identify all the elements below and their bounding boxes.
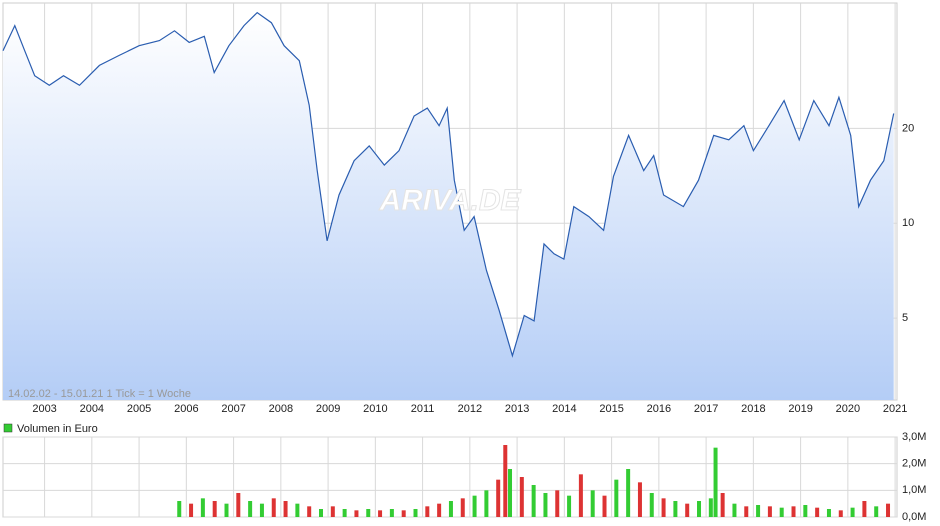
y-tick-label: 2,0M <box>902 458 926 470</box>
volume-bar <box>484 490 489 517</box>
x-tick-label: 2011 <box>411 403 435 415</box>
annotation: 14.02.02 - 15.01.21 1 Tick = 1 Woche <box>8 388 191 400</box>
volume-bar <box>503 445 508 517</box>
x-tick-label: 2010 <box>363 403 387 415</box>
volume-bar <box>850 507 855 517</box>
volume-bar <box>590 490 595 517</box>
x-tick-label: 2003 <box>32 403 56 415</box>
x-tick-label: 2020 <box>836 403 860 415</box>
volume-bar <box>519 477 524 517</box>
volume-bar <box>602 495 607 517</box>
volume-bar <box>472 495 477 517</box>
volume-bar <box>862 501 867 517</box>
volume-bar <box>815 507 820 517</box>
volume-bar <box>649 493 654 517</box>
volume-bar <box>744 506 749 517</box>
volume-bar <box>767 506 772 517</box>
x-tick-label: 2007 <box>221 403 245 415</box>
x-tick-label: 2006 <box>174 403 198 415</box>
volume-bar <box>886 503 891 517</box>
legend-swatch <box>3 423 13 433</box>
x-tick-label: 2018 <box>741 403 765 415</box>
volume-bar <box>448 501 453 517</box>
volume-bar <box>720 493 725 517</box>
x-tick-label: 2017 <box>694 403 718 415</box>
volume-bar <box>826 509 831 517</box>
x-tick-label: 2008 <box>269 403 293 415</box>
volume-bar <box>531 485 536 517</box>
volume-bar <box>791 506 796 517</box>
volume-bar <box>661 498 666 517</box>
volume-bar <box>567 495 572 517</box>
area <box>3 12 894 400</box>
plot-layer: 2003 2004 2005 2006 2007 2008 2009 2010 2011 2012… <box>2 3 926 523</box>
volume-bar <box>838 510 843 517</box>
volume-bar <box>283 501 288 517</box>
volume-bar <box>378 510 383 517</box>
volume-bar <box>295 503 300 517</box>
volume-bar <box>366 509 371 517</box>
volume-bar <box>248 501 253 517</box>
volume-bar <box>236 493 241 517</box>
volume-bar <box>271 498 276 517</box>
y-tick-label: 20 <box>902 122 914 134</box>
volume-bar <box>637 482 642 517</box>
volume-bar <box>685 503 690 517</box>
volume-bar <box>189 503 194 517</box>
x-tick-label: 2015 <box>599 403 623 415</box>
volume-bar <box>354 510 359 517</box>
x-tick-label: 2019 <box>788 403 812 415</box>
volume-bar <box>673 501 678 517</box>
volume-bar <box>626 469 631 517</box>
price-line <box>2 11 895 358</box>
volume-bar <box>224 503 229 517</box>
volume-bar <box>555 490 560 517</box>
volume-bar <box>508 469 513 517</box>
y-tick-label: 5 <box>902 312 908 324</box>
x-tick-label: 2016 <box>647 403 671 415</box>
volume-bar <box>307 506 312 517</box>
volume-bar <box>319 509 324 517</box>
volume-bar <box>543 493 548 517</box>
volume-bar <box>259 503 264 517</box>
volume-bar <box>177 501 182 517</box>
volume-bar <box>496 479 501 517</box>
volume-bar <box>713 447 718 517</box>
volume-bar <box>425 506 430 517</box>
volume-bar <box>212 501 217 517</box>
x-tick-label: 2009 <box>316 403 340 415</box>
volume-bar <box>413 509 418 517</box>
x-tick-label: 2004 <box>80 403 104 415</box>
x-tick-label: 2013 <box>505 403 529 415</box>
volume-bar <box>389 509 394 517</box>
x-tick-label: 2012 <box>458 403 482 415</box>
x-tick-label: 2021 <box>883 403 907 415</box>
volume-bar <box>578 474 583 517</box>
legend-label: Volumen in Euro <box>17 423 98 435</box>
volume-bar <box>614 479 619 517</box>
x-tick-label: 2005 <box>127 403 151 415</box>
volume-bar <box>342 509 347 517</box>
volume-bar <box>697 501 702 517</box>
volume-bar <box>874 506 879 517</box>
watermark: ARIVA.DE <box>378 184 521 217</box>
volume-bar <box>401 510 406 517</box>
volume-bar <box>756 505 761 517</box>
volume-bar <box>779 507 784 517</box>
volume-bar <box>708 498 713 517</box>
volume-bar <box>330 506 335 517</box>
volume-bar <box>200 498 205 517</box>
volume-bar <box>460 498 465 517</box>
volume-bar <box>803 505 808 517</box>
y-tick-label: 0,0M <box>902 511 926 523</box>
x-tick-label: 2014 <box>552 403 576 415</box>
volume-bar <box>732 503 737 517</box>
y-tick-label: 10 <box>902 217 914 229</box>
y-tick-label: 3,0M <box>902 431 926 443</box>
y-tick-label: 1,0M <box>902 484 926 496</box>
volume-bar <box>437 503 442 517</box>
